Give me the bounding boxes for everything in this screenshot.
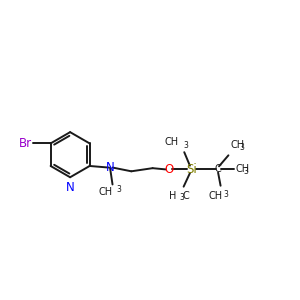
Text: CH: CH bbox=[209, 191, 223, 201]
Text: O: O bbox=[164, 163, 173, 176]
Text: CH: CH bbox=[99, 187, 113, 197]
Text: N: N bbox=[66, 181, 74, 194]
Text: CH: CH bbox=[236, 164, 250, 174]
Text: 3: 3 bbox=[116, 185, 121, 194]
Text: 3: 3 bbox=[180, 193, 184, 202]
Text: CH: CH bbox=[231, 140, 245, 150]
Text: CH: CH bbox=[165, 137, 179, 148]
Text: Si: Si bbox=[186, 163, 197, 176]
Text: C: C bbox=[215, 164, 221, 174]
Text: 3: 3 bbox=[184, 141, 188, 150]
Text: Br: Br bbox=[19, 137, 32, 150]
Text: 3: 3 bbox=[239, 143, 244, 152]
Text: 3: 3 bbox=[224, 190, 229, 200]
Text: 3: 3 bbox=[244, 167, 249, 176]
Text: N: N bbox=[106, 161, 114, 174]
Text: H: H bbox=[169, 191, 176, 201]
Text: C: C bbox=[183, 191, 189, 201]
